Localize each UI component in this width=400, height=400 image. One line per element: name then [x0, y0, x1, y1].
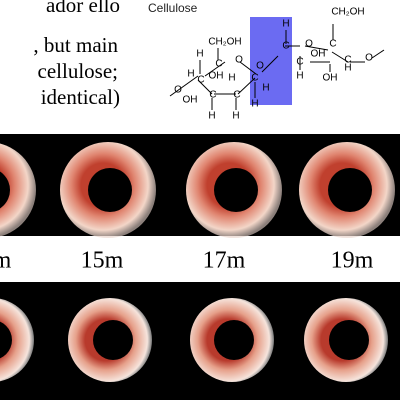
atom: H [296, 71, 303, 82]
atom: O [305, 39, 313, 50]
atom: C [197, 75, 204, 86]
ring-hole [0, 171, 10, 209]
ring-hole [214, 320, 254, 360]
atom: H [208, 111, 215, 122]
atom: O [365, 53, 373, 64]
ring-hole [329, 320, 369, 360]
atom: H [251, 99, 258, 110]
atom: C [233, 90, 240, 101]
text-line: ador ello [46, 0, 120, 17]
atom: OH [209, 71, 224, 82]
time-label: m [0, 248, 12, 274]
atom: O [174, 85, 182, 96]
text-line: , but main [33, 33, 118, 57]
molecule-title: Cellulose [148, 1, 198, 15]
atom: C [251, 73, 258, 84]
ring-hole [214, 168, 258, 212]
atom: H [196, 49, 203, 60]
atom: C [344, 55, 351, 66]
atom: H [187, 69, 194, 80]
atom: H [344, 63, 351, 74]
atom: H [282, 19, 289, 30]
atom: H [228, 73, 235, 84]
ring-hole [328, 168, 372, 212]
ring-hole [88, 168, 132, 212]
atom: C [296, 57, 303, 68]
atom: OH [183, 95, 198, 106]
atom: C [215, 59, 222, 70]
ring-hole [0, 321, 12, 359]
highlight [250, 17, 292, 105]
atom: CH₂OH [208, 37, 241, 48]
rings-bottom [0, 298, 388, 382]
time-label: 19m [331, 248, 374, 274]
atom: C [209, 90, 216, 101]
bonds [169, 24, 385, 110]
text-line: cellulose; [38, 59, 118, 83]
atom: OH [311, 49, 326, 60]
time-label: 15m [81, 248, 124, 274]
rings-top [0, 142, 395, 238]
time-label: 17m [203, 248, 246, 274]
atom: OH [323, 73, 338, 84]
atom: O [256, 61, 264, 72]
text-block: ador ello , but main cellulose; identica… [33, 0, 120, 109]
atom: C [329, 39, 336, 50]
ring [0, 298, 34, 382]
atom: H [232, 111, 239, 122]
atom: H [262, 83, 269, 94]
atom: C [282, 41, 289, 52]
atom: CH₂OH [331, 7, 364, 18]
ring-hole [93, 320, 133, 360]
molecule: Cellulose CH₂OH H O C H OH C H C C OH H … [148, 1, 385, 122]
atom: O [235, 55, 243, 66]
text-line: identical) [41, 85, 120, 109]
ring [0, 143, 36, 237]
